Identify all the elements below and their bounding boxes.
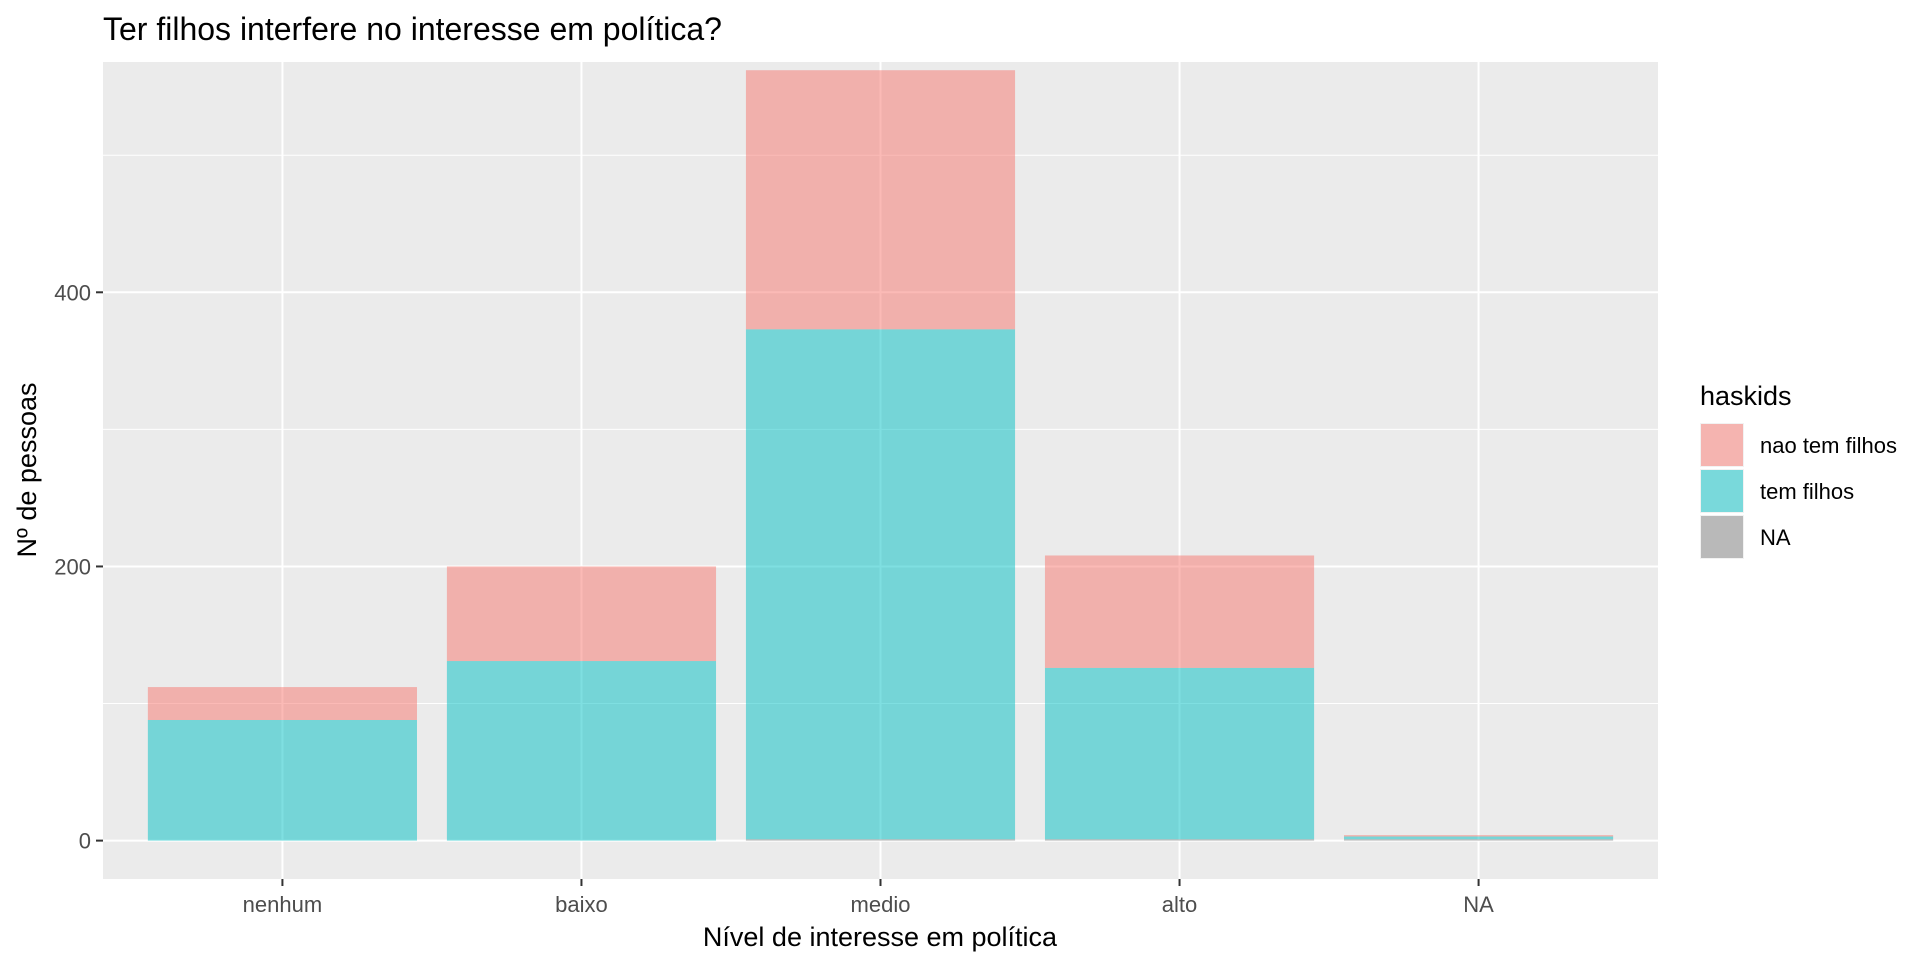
bar-alto-tem-filhos <box>1044 667 1315 840</box>
bar-baixo-tem-filhos <box>446 661 717 841</box>
legend-key <box>1701 424 1743 466</box>
x-axis-title: Nível de interesse em política <box>703 922 1058 952</box>
legend-title: haskids <box>1700 381 1792 411</box>
bar-medio-nao-tem-filhos <box>745 70 1016 330</box>
x-tick-label: alto <box>1162 892 1197 917</box>
y-tick-label: 400 <box>54 280 91 305</box>
legend-label: tem filhos <box>1760 479 1854 504</box>
bars <box>147 70 1614 841</box>
bar-nenhum-tem-filhos <box>147 719 417 841</box>
bar-NA-nao-tem-filhos <box>1344 835 1614 837</box>
x-tick-label: nenhum <box>243 892 323 917</box>
y-axis-title: Nº de pessoas <box>12 383 42 558</box>
bar-medio-tem-filhos <box>745 329 1016 840</box>
chart-title: Ter filhos interfere no interesse em pol… <box>103 11 722 47</box>
bar-alto-NA <box>1044 839 1315 841</box>
bar-medio-NA <box>745 839 1016 841</box>
bar-NA-tem-filhos <box>1344 836 1614 840</box>
y-tick-label: 200 <box>54 554 91 579</box>
legend-key <box>1701 516 1743 558</box>
bar-alto-nao-tem-filhos <box>1044 555 1315 668</box>
bar-baixo-nao-tem-filhos <box>446 566 717 662</box>
legend-label: nao tem filhos <box>1760 433 1897 458</box>
legend-label: NA <box>1760 525 1791 550</box>
x-axis: nenhum baixo medio alto NA <box>243 879 1494 917</box>
bar-nenhum-nao-tem-filhos <box>147 687 417 720</box>
legend: haskids nao tem filhos tem filhos NA <box>1700 381 1897 559</box>
x-tick-label: baixo <box>555 892 608 917</box>
bar-NA-NA <box>1344 839 1614 841</box>
y-axis: 0 200 400 <box>54 280 103 854</box>
legend-key <box>1701 470 1743 512</box>
x-tick-label: medio <box>851 892 911 917</box>
y-tick-label: 0 <box>79 829 91 854</box>
x-tick-label: NA <box>1463 892 1494 917</box>
